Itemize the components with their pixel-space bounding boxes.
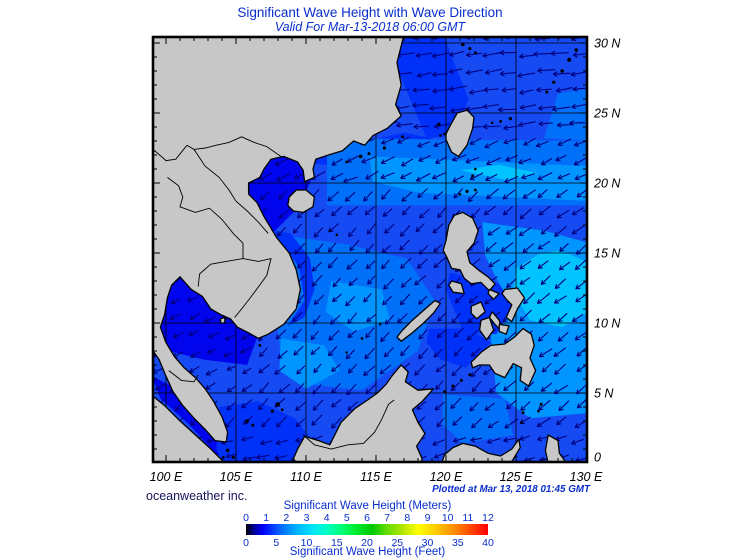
land-sumatra [153,395,225,462]
colorbar-meters-tick: 9 [425,512,431,524]
land-phu-quoc [219,316,226,324]
lon-label: 120 E [430,470,463,484]
country-borders-layer [153,136,395,450]
land-palawan [396,299,442,342]
border-cambodia-vietnam [234,258,272,318]
colorbar-meters-tick: 3 [304,512,310,524]
lon-label: 130 E [570,470,603,484]
lon-label: 115 E [360,470,392,484]
colorbar-meters-tick: 7 [384,512,390,524]
plotted-timestamp: Plotted at Mar 13, 2018 01:45 GMT [432,484,590,495]
lat-label: 20 N [593,177,621,191]
valid-time-subtitle: Valid For Mar-13-2018 06:00 GMT [274,20,466,34]
border-thailand-cambodia [197,258,244,287]
lat-label: 10 N [594,317,621,331]
land-asia-mainland [153,37,405,443]
border-china-west [153,144,188,162]
axis-labels: 100 E 105 E 110 E 115 E 120 E 125 E 130 E 30 N 2… [150,37,622,485]
lon-label: 110 E [290,470,322,484]
land-borneo [292,364,435,462]
lat-label: 0 [594,451,601,465]
island-specks-layer [222,42,578,462]
lon-label: 105 E [220,470,253,484]
land-taiwan [445,109,475,158]
land-samar-leyte [501,287,526,323]
colorbar-feet-tick: 35 [452,537,464,549]
ocean-region-band-20n-light [369,156,587,201]
border-malaysia-thailand [168,370,199,383]
page-title: Significant Wave Height with Wave Direct… [237,5,503,20]
colorbar-meters-tick: 2 [283,512,289,524]
colorbar-meters-tick: 8 [404,512,410,524]
land-panay [470,301,486,320]
map-frame [151,35,589,464]
colorbar-feet-tick: 30 [422,537,434,549]
land-negros [478,316,495,341]
ocean-region-vietnam-coastal [272,230,315,326]
ocean-region-mid-scs-light [325,281,390,332]
ocean-region-luzon-strait-cyan [460,164,539,181]
ocean-region-philippine-sea-cyan [513,250,587,328]
colorbar-meters-tick: 10 [442,512,454,524]
map-layers [153,37,587,462]
lat-label: 15 N [594,247,621,261]
land-hainan [287,189,316,214]
land-layer [153,37,567,462]
border-vietnam-laos [193,149,269,234]
degree-ticks [153,37,587,462]
ocean-region-ne-corner [544,88,587,141]
border-borneo-border [302,399,395,450]
land-masbate [487,288,500,300]
lat-label: 30 N [594,37,621,51]
land-mindanao [470,327,537,387]
colorbar-meters-label: Significant Wave Height (Meters) [283,500,452,512]
land-bohol [498,323,510,335]
colorbar-feet-tick: 5 [273,537,279,549]
colorbar-feet-label: Significant Wave Height (Feet) [289,546,446,558]
colorbar-feet-tick: 0 [243,537,249,549]
lon-label: 100 E [150,470,183,484]
colorbar-meters-tick: 5 [344,512,350,524]
colorbar-feet-tick: 25 [391,537,403,549]
colorbar-feet-tick: 10 [301,537,313,549]
border-china-vietnam [186,136,282,157]
land-mindoro [448,280,465,295]
border-laos-thailand [167,177,244,259]
colorbar-feet-tick: 40 [482,537,494,549]
colorbar-meters-tick: 0 [243,512,249,524]
colorbar: 0 1 2 3 4 5 6 7 8 9 10 11 120 5 10 15 20 25 30 35 40 [243,512,494,549]
ocean-region-sw-scs-light [279,338,340,389]
colorbar-gradient [246,524,488,535]
colorbar-meters-tick: 4 [324,512,330,524]
colorbar-meters-tick: 11 [462,512,473,524]
colorbar-meters-tick: 6 [364,512,370,524]
land-halmahera [544,434,567,462]
colorbar-feet-tick: 15 [331,537,343,549]
land-luzon [442,211,496,292]
ocean-region-celebes-core [441,394,514,444]
lon-label: 125 E [500,470,533,484]
oceanweather-credit: oceanweather inc. [146,489,248,503]
lat-label: 5 N [594,387,614,401]
colorbar-meters-tick: 12 [482,512,494,524]
colorbar-meters-tick: 1 [263,512,269,524]
lat-label: 25 N [593,107,621,121]
colorbar-feet-tick: 20 [361,537,373,549]
